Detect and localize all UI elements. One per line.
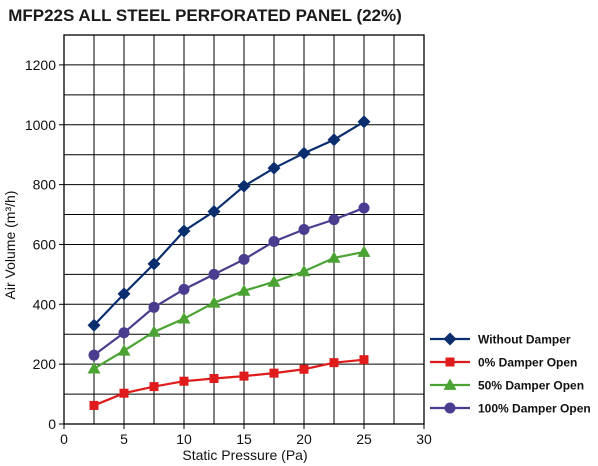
data-point	[148, 301, 160, 313]
data-point	[147, 257, 161, 271]
data-point	[177, 224, 191, 238]
legend-label: 50% Damper Open	[478, 379, 584, 393]
data-point	[178, 283, 190, 295]
data-point	[119, 388, 129, 398]
data-point	[87, 318, 101, 332]
legend-label: 0% Damper Open	[478, 356, 577, 370]
data-point	[269, 368, 279, 378]
data-point	[147, 325, 161, 337]
data-point	[208, 268, 220, 280]
data-point	[357, 115, 371, 129]
data-point	[177, 312, 191, 324]
legend-swatch-marker	[443, 332, 457, 346]
x-tick-label: 25	[356, 431, 372, 447]
legend-entry: Without Damper	[430, 332, 571, 347]
y-axis-label: Air Volume (m³/h)	[2, 191, 18, 300]
chart-title: MFP22S ALL STEEL PERFORATED PANEL (22%)	[8, 6, 402, 25]
y-tick-label: 1200	[25, 57, 56, 73]
data-point	[267, 275, 281, 287]
legend-swatch-marker	[443, 378, 457, 390]
data-point	[299, 364, 309, 374]
y-tick-label: 200	[33, 356, 57, 372]
data-point	[297, 264, 311, 277]
data-point	[117, 287, 131, 301]
legend-entry: 0% Damper Open	[430, 356, 577, 370]
data-point	[327, 251, 341, 263]
x-tick-label: 5	[120, 431, 128, 447]
data-point	[357, 245, 371, 257]
series-2	[87, 245, 371, 374]
data-point	[149, 382, 159, 392]
data-point	[328, 214, 340, 226]
grid	[63, 34, 425, 425]
data-point	[209, 374, 219, 384]
x-tick-label: 15	[236, 431, 252, 447]
y-axis-ticks: 0 200 400 600 800 1000 1200	[25, 57, 64, 432]
data-point	[89, 400, 99, 410]
y-tick-label: 0	[48, 416, 56, 432]
series-line	[93, 206, 365, 357]
y-tick-label: 800	[33, 177, 57, 193]
data-point	[267, 161, 281, 175]
y-tick-label: 600	[33, 236, 57, 252]
legend-label: 100% Damper Open	[478, 402, 591, 416]
legend: Without Damper 0% Damper Open 50% Damper O…	[430, 332, 591, 416]
series-line	[93, 120, 365, 327]
legend-label: Without Damper	[478, 333, 571, 347]
x-axis-ticks: 0 5 10 15 20 25 30	[60, 424, 432, 447]
series-3	[88, 202, 370, 361]
legend-swatch-marker	[445, 357, 455, 367]
x-axis-label: Static Pressure (Pa)	[182, 447, 307, 463]
data-point	[238, 253, 250, 265]
series-group	[87, 115, 371, 410]
legend-entry: 100% Damper Open	[430, 402, 591, 416]
data-point	[117, 344, 131, 356]
data-point	[329, 358, 339, 368]
data-point	[118, 327, 130, 339]
x-tick-label: 10	[176, 431, 192, 447]
y-tick-label: 400	[33, 296, 57, 312]
data-point	[358, 202, 370, 214]
data-point	[87, 362, 101, 374]
data-point	[179, 376, 189, 386]
data-point	[88, 349, 100, 361]
legend-swatch-marker	[444, 402, 456, 414]
series-line	[93, 358, 365, 407]
data-point	[298, 224, 310, 235]
data-point	[239, 371, 249, 381]
series-line	[93, 250, 365, 370]
y-tick-label: 1000	[25, 117, 56, 133]
x-tick-label: 30	[416, 431, 432, 447]
data-point	[297, 146, 311, 160]
legend-entry: 50% Damper Open	[430, 378, 584, 393]
data-point	[237, 179, 251, 193]
data-point	[268, 235, 280, 247]
x-tick-label: 20	[296, 431, 312, 447]
data-point	[237, 284, 251, 296]
x-tick-label: 0	[60, 431, 68, 447]
data-point	[359, 355, 369, 365]
series-0	[87, 115, 371, 332]
series-1	[89, 355, 369, 410]
data-point	[327, 133, 341, 147]
data-point	[207, 205, 221, 219]
data-point	[207, 296, 221, 308]
